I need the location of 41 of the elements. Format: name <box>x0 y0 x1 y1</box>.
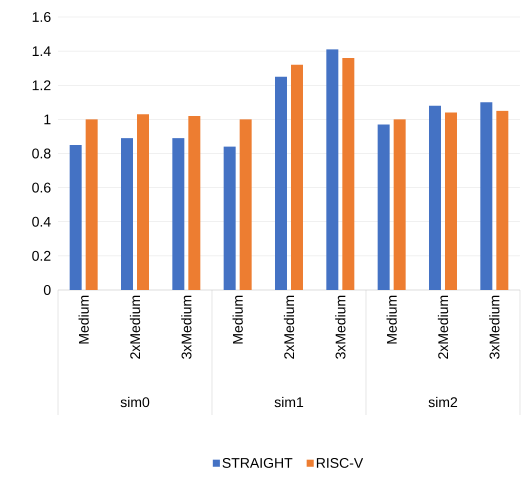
y-tick-label: 1 <box>44 114 50 124</box>
bar <box>240 119 252 290</box>
text: sim2 <box>428 396 458 408</box>
x-tick-label: 3xMedium <box>335 296 346 359</box>
bar <box>378 124 390 290</box>
bar <box>480 102 492 290</box>
x-tick-label: 3xMedium <box>181 296 192 359</box>
x-tick-label: 2xMedium <box>438 296 448 359</box>
bar <box>326 49 338 290</box>
bar <box>224 146 236 290</box>
y-tick-label: 0.2 <box>32 250 50 261</box>
y-tick-label: 0.8 <box>32 148 51 158</box>
bar <box>70 144 82 290</box>
y-tick-label: 0 <box>44 285 51 295</box>
bar <box>172 138 184 290</box>
bar <box>290 64 303 290</box>
bar <box>86 119 98 290</box>
x-tick-label: 3xMedium <box>489 296 500 359</box>
y-tick-label: 0.4 <box>32 216 51 227</box>
bar <box>188 116 200 290</box>
legend-label: RISC-V <box>316 458 364 468</box>
legend-label: STRAIGHT <box>222 458 292 468</box>
bar <box>121 138 133 290</box>
y-tick-label: 0.6 <box>32 182 51 193</box>
bar <box>496 110 508 290</box>
text: sim1 <box>274 396 304 408</box>
y-tick-label: 1.2 <box>32 80 50 90</box>
x-tick-label: 2xMedium <box>284 296 294 359</box>
x-tick-label: Medium <box>232 296 243 344</box>
x-tick-label: Medium <box>78 296 89 344</box>
text: sim0 <box>120 396 150 408</box>
bar <box>394 119 406 290</box>
y-tick-label: 1.4 <box>32 46 51 56</box>
bar <box>428 106 441 290</box>
bar <box>342 58 354 290</box>
bar <box>137 114 149 290</box>
bar <box>274 76 287 290</box>
x-tick-label: Medium <box>386 296 397 344</box>
y-tick-label: 1.6 <box>32 12 51 22</box>
bar <box>444 112 457 290</box>
x-tick-label: 2xMedium <box>130 296 140 359</box>
